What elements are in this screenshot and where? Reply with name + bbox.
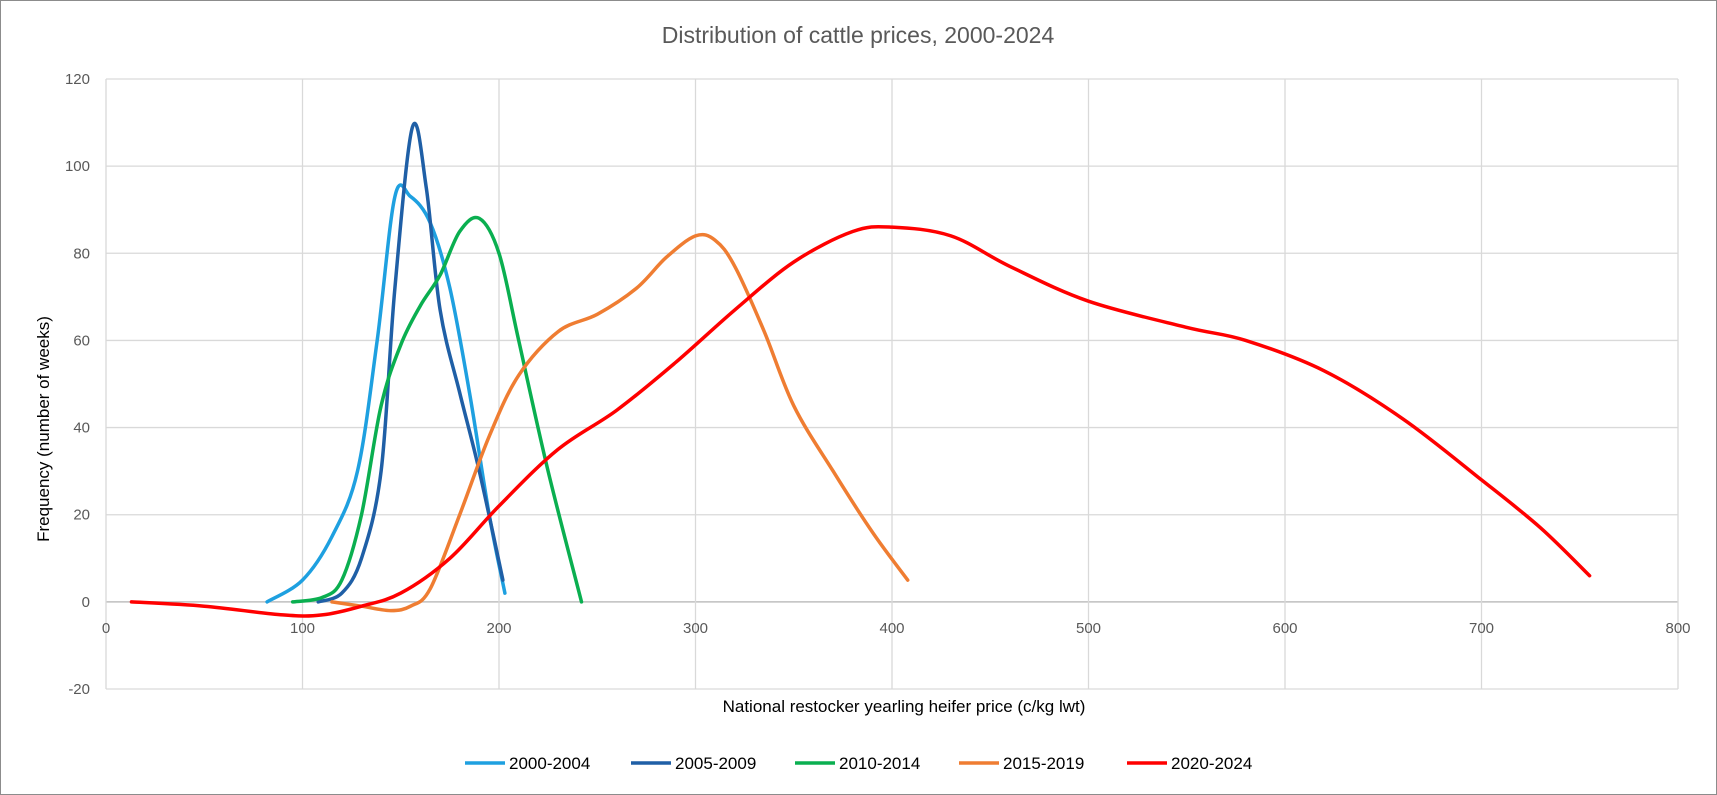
legend-label: 2015-2019 (1003, 754, 1084, 773)
y-tick-label: 60 (73, 332, 90, 349)
series-lines (129, 121, 1592, 618)
chart-title: Distribution of cattle prices, 2000-2024 (662, 22, 1055, 48)
y-tick-label: 20 (73, 507, 90, 524)
series-line-2015-2019 (330, 232, 910, 613)
x-tick-label: 700 (1469, 620, 1494, 637)
y-tick-label: -20 (68, 681, 90, 698)
y-tick-label: 100 (65, 158, 90, 175)
x-tick-label: 0 (102, 620, 110, 637)
series-line-2020-2024 (129, 224, 1592, 618)
legend: 2000-2004 2005-2009 2010-2014 2015-2019 2020… (465, 754, 1252, 773)
legend-label: 2000-2004 (509, 754, 590, 773)
gridlines (105, 78, 1679, 690)
x-tick-label: 800 (1665, 620, 1690, 637)
legend-label: 2020-2024 (1171, 754, 1252, 773)
x-axis-title: National restocker yearling heifer price… (723, 697, 1086, 716)
y-tick-label: 40 (73, 420, 90, 437)
series-line-2000-2004 (265, 183, 507, 604)
y-axis-title: Frequency (number of weeks) (34, 316, 53, 542)
x-tick-label: 300 (683, 620, 708, 637)
series-line-2005-2009 (316, 121, 505, 604)
y-tick-label: 120 (65, 71, 90, 88)
x-tick-label: 600 (1272, 620, 1297, 637)
x-tick-label: 100 (290, 620, 315, 637)
x-tick-label: 200 (486, 620, 511, 637)
x-axis-ticks: 0 100 200 300 400 500 600 700 800 (102, 620, 1691, 637)
legend-label: 2010-2014 (839, 754, 920, 773)
y-tick-label: 80 (73, 245, 90, 262)
y-tick-label: 0 (82, 594, 90, 611)
x-tick-label: 500 (1076, 620, 1101, 637)
x-tick-label: 400 (879, 620, 904, 637)
legend-label: 2005-2009 (675, 754, 756, 773)
y-axis-ticks: -20 0 20 40 60 80 100 120 (65, 71, 90, 698)
